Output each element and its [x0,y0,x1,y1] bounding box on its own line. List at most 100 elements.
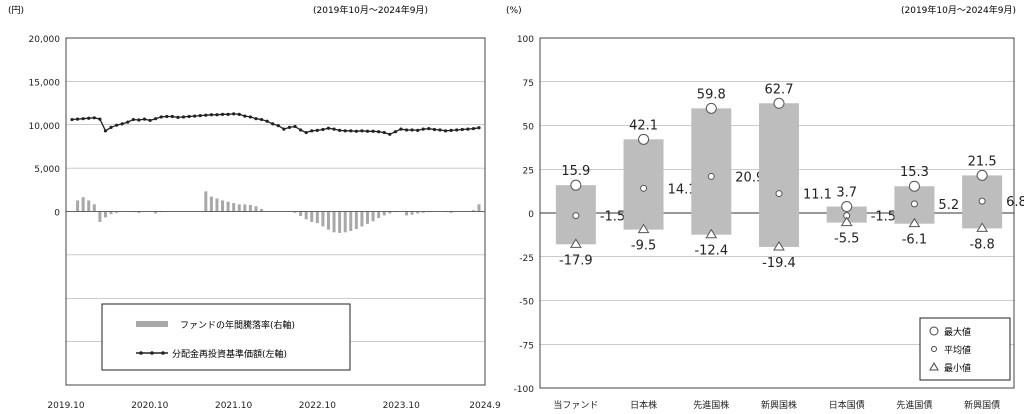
left-line-point [455,128,459,132]
legend-line-dot [139,351,143,355]
left-bar [388,211,392,214]
left-line-point [265,119,269,123]
right-min-marker [705,228,718,239]
left-line-point [70,117,74,122]
left-bar [293,211,297,213]
left-x-tick-label: 2021.10 [215,401,252,411]
right-avg-label: 14.1 [668,182,697,197]
left-line-point [354,129,358,133]
left-line-point [466,127,470,131]
left-bar [98,211,102,222]
left-line-point [315,128,319,132]
right-avg-label: 20.9 [735,170,764,185]
right-unit-label: (%) [506,6,522,16]
left-line-point [237,112,241,116]
right-avg-marker [572,212,580,220]
right-max-label: 3.7 [836,186,857,201]
left-line-point [321,127,325,132]
left-bar [349,211,353,231]
right-y-tick-label: 25 [523,166,534,176]
left-line-point [310,129,314,133]
right-max-label: 15.3 [900,165,929,180]
left-bar [382,211,386,216]
right-max-label: 62.7 [765,82,794,97]
left-bar [354,211,358,230]
right-category-label: 新興国株 [761,399,797,411]
left-line-point [187,114,191,119]
legend-line-label: 分配金再投資基準価額(左軸) [172,348,287,360]
right-avg-label: 11.1 [803,188,832,203]
left-bar [421,211,425,213]
left-line-point [98,117,102,121]
left-bar [326,211,330,230]
left-bar [87,200,91,212]
left-bar [221,200,225,212]
left-bar [371,211,375,222]
left-line-point [326,126,331,130]
left-line-point [443,129,448,133]
left-x-tick-label: 2020.10 [131,401,168,411]
right-range-bar [691,108,732,235]
right-bar-series: 15.9 -1.5 -17.9 42.1 14.1 -9.5 59.8 20.9 -12.4 62… [555,82,1024,271]
left-line-point [287,125,292,129]
left-bar [76,200,80,212]
left-y-tick-label: 20,000 [29,35,61,45]
left-line-point [388,132,392,136]
left-line-point [226,112,230,116]
left-bar [365,211,369,224]
left-bar [204,191,208,212]
right-max-marker [773,97,785,109]
left-y-tick-label: 15,000 [29,78,61,88]
left-y-tick-label: 5,000 [34,165,60,175]
left-line-point [404,128,409,132]
left-line-point [215,113,219,117]
left-x-tick-label: 2023.10 [383,401,420,411]
right-min-label: -9.5 [631,239,656,254]
left-line-point [131,117,135,122]
left-line-point [232,112,236,116]
left-line-point [198,114,202,118]
left-line-point [393,130,397,134]
right-y-tick-label: 50 [523,123,535,133]
left-line-point [220,112,225,116]
right-category-label: 日本国債 [829,399,865,411]
left-line-point [243,114,247,118]
left-line-point [81,117,85,121]
legend-avg-marker [931,346,937,352]
left-plot-frame [65,37,486,386]
left-period-label: (2019年10月～2024年9月) [313,4,428,16]
left-bar [209,196,213,212]
left-bar [232,203,236,212]
left-line-point [159,115,163,119]
right-max-marker [841,201,853,213]
right-avg-marker [775,190,783,198]
left-line-point [477,126,481,130]
left-line-point [332,127,336,131]
left-bar [237,204,241,212]
right-range-bar [759,103,799,247]
left-bar [410,211,414,215]
left-bar [449,211,453,213]
left-bar [226,201,230,212]
left-bar [416,211,420,214]
left-line-point [92,116,96,120]
left-line-point [248,115,253,119]
right-max-marker [705,102,717,114]
right-y-tick-label: 75 [523,79,534,89]
right-min-marker [637,223,650,234]
right-avg-marker [640,184,648,192]
left-line-point [282,127,286,131]
right-y-tick-label: -75 [519,341,534,351]
right-min-marker [976,222,989,232]
right-max-marker [570,179,582,191]
left-line-point [416,128,420,132]
left-bar [103,211,107,218]
right-min-label: -8.8 [969,237,994,252]
right-min-marker [569,238,582,248]
legend-max-label: 最大値 [944,326,971,338]
left-bar [137,211,141,213]
legend-min-marker [929,361,939,371]
left-bar [299,211,303,217]
legend-avg-label: 平均値 [944,344,971,356]
left-line-point [204,113,208,117]
